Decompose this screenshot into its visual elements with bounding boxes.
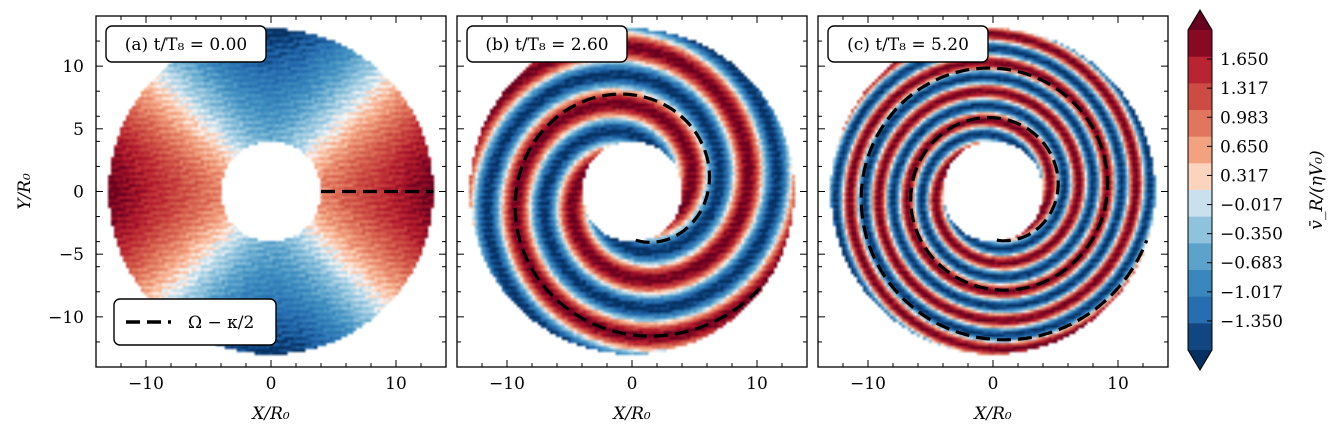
x-tick-label: 0 [627, 374, 638, 394]
x-axis-label: X/R₀ [972, 404, 1012, 424]
guide-line [859, 66, 1149, 342]
colorbar-tick-label: −0.017 [1220, 196, 1283, 216]
colorbar-segment [1188, 136, 1212, 164]
colorbar-segment [1188, 243, 1212, 271]
panel-label-box [105, 25, 267, 63]
colorbar-segment [1188, 190, 1212, 218]
x-tick-label: 10 [385, 374, 407, 394]
x-tick-label: −10 [489, 374, 525, 394]
y-axis-label: Y/R₀ [15, 173, 35, 210]
colorbar-tick-label: 0.650 [1220, 137, 1269, 157]
x-tick-label: 10 [1107, 374, 1129, 394]
heatmap-image [457, 16, 807, 367]
colorbar-tick-label: −1.350 [1220, 312, 1283, 332]
guide-line [513, 92, 765, 338]
panel-label: (b) t/T₈ = 2.60 [485, 35, 608, 55]
panels: −10 0 10 X/R₀ 10 5 0 −5 −10 Y/R₀ (a) t/T₈ = 0.00 Ω … [15, 15, 1169, 424]
colorbar-segment [1188, 270, 1212, 298]
x-axis-label: X/R₀ [611, 404, 651, 424]
x-tick-label: 0 [266, 374, 277, 394]
colorbar-extend-top [1188, 10, 1212, 30]
panel-1: −10 0 10 X/R₀ 10 5 0 −5 −10 Y/R₀ (a) t/T₈ = 0.00 Ω … [15, 15, 447, 424]
x-tick-label: 0 [988, 374, 999, 394]
colorbar-segment [1188, 56, 1212, 84]
colorbar-tick-label: −1.017 [1220, 283, 1283, 303]
y-tick-label: −5 [59, 245, 84, 265]
x-tick-label: −10 [128, 374, 164, 394]
panel-2: −10 0 10 X/R₀ (b) t/T₈ = 2.60 [456, 15, 808, 424]
heatmap-image [818, 16, 1168, 367]
colorbar-segment [1188, 110, 1212, 138]
y-tick-label: 0 [73, 183, 84, 203]
panel-label: (c) t/T₈ = 5.20 [847, 35, 969, 55]
colorbar-tick-label: 1.650 [1220, 50, 1269, 70]
colorbar-segment [1188, 296, 1212, 324]
colorbar-tick-label: −0.350 [1220, 225, 1283, 245]
colorbar-frame [1187, 9, 1213, 371]
x-tick-label: −10 [850, 374, 886, 394]
panel-label: (a) t/T₈ = 0.00 [125, 35, 247, 55]
colorbar: 1.650 1.317 0.983 0.650 0.317 −0.017 −0.350 −0.… [1187, 9, 1327, 371]
colorbar-segment [1188, 216, 1212, 244]
colorbar-segment [1188, 30, 1212, 58]
y-tick-label: 10 [62, 57, 84, 77]
x-axis-label: X/R₀ [250, 404, 290, 424]
colorbar-tick-label: 0.317 [1220, 166, 1269, 186]
y-tick-label: 5 [73, 120, 84, 140]
legend-box [113, 298, 277, 346]
x-tick-label: 10 [746, 374, 768, 394]
colorbar-label: v̄_R/(ηV₀) [1307, 150, 1327, 229]
panel-3: −10 0 10 X/R₀ (c) t/T₈ = 5.20 [817, 15, 1169, 424]
colorbar-tick-label: 0.983 [1220, 108, 1269, 128]
colorbar-segment [1188, 323, 1212, 351]
panel-label-box [827, 25, 989, 63]
legend-label: Ω − κ/2 [188, 313, 254, 333]
colorbar-extend-bottom [1188, 350, 1212, 370]
colorbar-tick-label: 1.317 [1220, 79, 1269, 99]
panel-label-box [466, 25, 628, 63]
y-tick-label: −10 [48, 308, 84, 328]
colorbar-segment [1188, 83, 1212, 111]
colorbar-segment [1188, 163, 1212, 191]
colorbar-tick-label: −0.683 [1220, 254, 1283, 274]
